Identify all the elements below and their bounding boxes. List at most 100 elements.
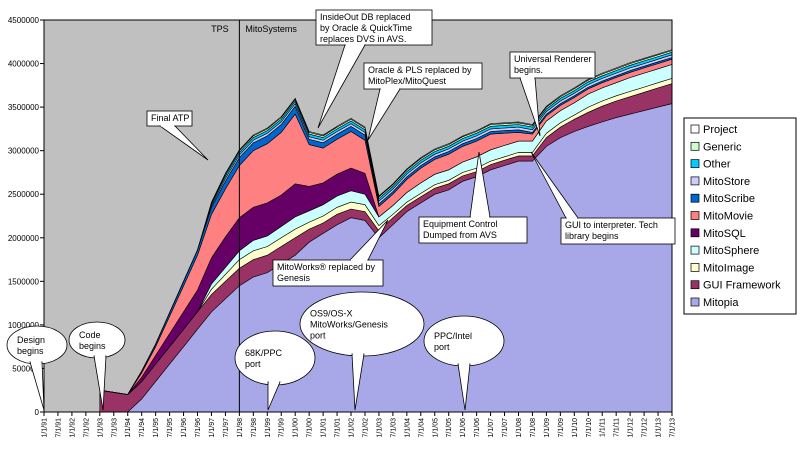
era-label-tps: TPS	[211, 24, 229, 34]
legend-swatch-mitoimage	[690, 263, 700, 272]
y-tick-label: 2500000	[8, 190, 40, 199]
y-tick-label: 0	[35, 408, 40, 417]
x-tick-label: 7/1/91	[55, 418, 62, 438]
x-tick-label: 7/1/13	[670, 418, 677, 438]
legend-box	[683, 117, 797, 315]
x-tick-label: 7/1/07	[502, 418, 509, 438]
annotation-text: Universal Renderer begins.	[514, 54, 592, 75]
x-tick-label: 7/1/99	[279, 418, 286, 438]
callout-box	[509, 51, 596, 79]
annotations: InsideOut DB replaced by Oracle & QuickTi…	[6, 9, 676, 411]
callout-bubble	[68, 321, 126, 359]
x-tick-label: 7/1/04	[418, 418, 425, 438]
legend-swatch-generic	[690, 141, 700, 151]
legend-swatch-mitomovie	[690, 211, 700, 220]
callout-box	[315, 9, 433, 46]
annotation-line: port	[245, 359, 261, 369]
legend-swatch-gui-framework	[690, 280, 700, 290]
x-tick-label: 7/1/10	[586, 418, 593, 438]
annotation-text: 68K/PPC port	[245, 348, 283, 369]
annotation-callout: Final ATP	[146, 110, 209, 161]
x-tick-label: 7/1/96	[195, 418, 202, 438]
annotation-callout: Universal Renderer begins.	[509, 51, 596, 137]
annotation-line: Final ATP	[151, 113, 189, 123]
annotation-line: begins.	[514, 65, 543, 75]
annotation-line: Design	[17, 335, 45, 345]
x-tick-label: 1/1/10	[572, 418, 579, 438]
annotation-callout: PPC/Intel port	[423, 315, 505, 411]
x-tick-label: 7/1/12	[642, 418, 649, 438]
annotation-line: replaces DVS in AVS.	[320, 34, 406, 44]
legend-label-generic: Generic	[703, 141, 742, 153]
x-tick-label: 1/1/09	[544, 418, 551, 438]
annotation-text: Oracle & PLS replaced by MitoPlex/MitoQue…	[368, 65, 472, 86]
x-tick-label: 1/1/00	[293, 418, 300, 438]
x-tick-label: 7/1/97	[223, 418, 230, 438]
legend-swatch-project	[690, 124, 700, 134]
x-tick-label: 1/1/92	[69, 418, 76, 438]
annotation-callout: OS9/OS-X MitoWorks/Genesis port	[299, 291, 425, 411]
annotation-line: Equipment Control	[423, 219, 498, 229]
callout-box	[560, 217, 676, 245]
annotation-line: 68K/PPC	[245, 348, 283, 358]
legend-label-mitoimage: MitoImage	[703, 262, 754, 274]
annotation-line: port	[434, 342, 450, 352]
x-tick-label: 7/1/02	[362, 418, 369, 438]
callout-bubble	[423, 315, 505, 367]
x-tick-label: 1/1/11	[600, 418, 607, 437]
era-label-mitosystems: MitoSystems	[245, 24, 297, 34]
legend-label-gui-framework: GUI Framework	[703, 280, 781, 292]
y-tick-label: 500000	[12, 364, 39, 373]
annotation-line: begins	[79, 341, 106, 351]
callout-bubble	[6, 325, 68, 365]
x-tick-label: 1/1/98	[237, 418, 244, 438]
x-tick-label: 1/1/06	[460, 418, 467, 438]
y-tick-label: 3000000	[8, 147, 40, 156]
annotation-callout: Oracle & PLS replaced by MitoPlex/MitoQue…	[363, 62, 483, 141]
legend-label-mitostore: MitoStore	[703, 176, 750, 188]
x-tick-label: 1/1/91	[42, 418, 49, 438]
x-tick-label: 1/1/12	[628, 418, 635, 438]
legend: Project Generic Other MitoStore MitoScribe Mi…	[683, 117, 797, 315]
annotation-line: library begins	[565, 231, 619, 241]
x-tick-label: 7/1/00	[307, 418, 314, 438]
x-tick-label: 7/1/06	[474, 418, 481, 438]
annotation-text: PPC/Intel port	[434, 331, 472, 352]
annotation-line: Oracle & PLS replaced by	[368, 65, 472, 75]
callout-bubble	[234, 330, 316, 386]
callout-box	[363, 62, 483, 90]
annotation-callout: Design begins	[6, 325, 68, 411]
x-tick-label: 7/1/11	[614, 418, 621, 437]
legend-swatch-mitoscribe	[690, 193, 700, 203]
legend-label-project: Project	[703, 124, 737, 136]
y-tick-label: 3500000	[8, 103, 40, 112]
annotation-line: OS9/OS-X	[310, 309, 353, 319]
annotation-line: MitoWorks® replaced by	[277, 262, 375, 272]
annotation-callout: Code begins	[68, 321, 126, 411]
x-tick-label: 1/1/99	[265, 418, 272, 438]
annotation-line: MitoPlex/MitoQuest	[368, 76, 447, 86]
legend-label-mitopia: Mitopia	[703, 297, 739, 309]
annotation-line: Genesis	[277, 273, 311, 283]
x-tick-label: 7/1/05	[446, 418, 453, 438]
x-tick-label: 1/1/02	[349, 418, 356, 438]
annotation-line: InsideOut DB replaced	[320, 12, 411, 22]
y-tick-label: 4500000	[8, 16, 40, 25]
callout-box	[418, 216, 528, 244]
x-tick-label: 7/1/01	[335, 418, 342, 438]
annotation-text: Final ATP	[151, 113, 189, 123]
annotation-line: begins	[17, 346, 44, 356]
x-tick-label: 1/1/01	[321, 418, 328, 438]
annotation-text: GUI to interpreter. Tech library begins	[565, 220, 658, 241]
annotation-line: port	[310, 331, 326, 341]
legend-label-other: Other	[703, 159, 731, 171]
legend-label-mitosql: MitoSQL	[703, 228, 746, 240]
legend-label-mitomovie: MitoMovie	[703, 211, 753, 223]
annotation-text: Equipment Control Dumped from AVS	[423, 219, 498, 240]
x-tick-label: 1/1/04	[404, 418, 411, 438]
annotation-callout: InsideOut DB replaced by Oracle & QuickTi…	[315, 9, 433, 129]
x-tick-label: 7/1/08	[530, 418, 537, 438]
legend-swatch-mitosql	[690, 228, 700, 238]
annotation-line: by Oracle & QuickTime	[320, 23, 412, 33]
